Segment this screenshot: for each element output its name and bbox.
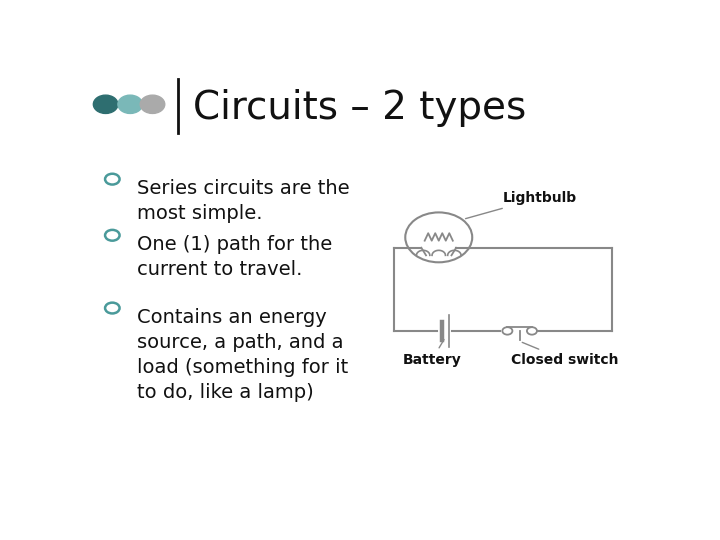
Text: Battery: Battery [402,340,462,367]
Text: One (1) path for the
current to travel.: One (1) path for the current to travel. [138,235,333,279]
Text: Closed switch: Closed switch [511,342,618,367]
Text: Lightbulb: Lightbulb [466,191,577,219]
Circle shape [140,95,165,113]
Text: Circuits – 2 types: Circuits – 2 types [193,90,526,127]
Circle shape [118,95,143,113]
Text: Contains an energy
source, a path, and a
load (something for it
to do, like a la: Contains an energy source, a path, and a… [138,308,348,402]
Circle shape [94,95,118,113]
Text: Series circuits are the
most simple.: Series circuits are the most simple. [138,179,350,223]
